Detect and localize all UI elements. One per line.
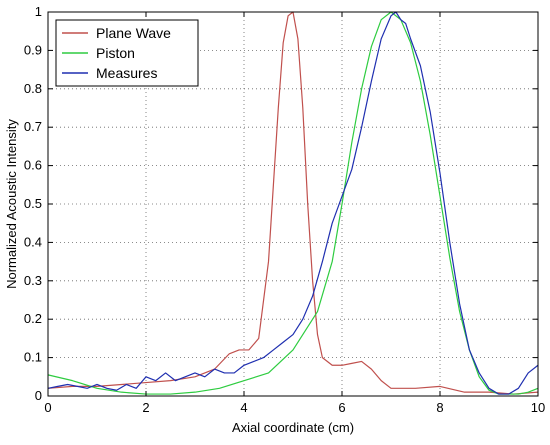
series-lines bbox=[47, 11, 539, 395]
x-tick-label: 10 bbox=[531, 400, 545, 415]
legend: Plane Wave Piston Measures bbox=[55, 19, 199, 87]
y-tick-label: 0.9 bbox=[24, 42, 42, 57]
x-tick-label: 2 bbox=[142, 400, 149, 415]
y-tick-label: 0.2 bbox=[24, 311, 42, 326]
x-tick-label: 4 bbox=[240, 400, 247, 415]
axis-ticks: 0 2 4 6 8 10 0 0.1 0.2 0.3 0.4 0.5 0.6 0.7 0.8 0.9 1 bbox=[24, 4, 545, 415]
series-line-plane-wave bbox=[47, 11, 539, 395]
grid-lines bbox=[48, 12, 538, 396]
y-tick-label: 0.7 bbox=[24, 119, 42, 134]
y-tick-label: 0.8 bbox=[24, 81, 42, 96]
y-axis-label: Normalized Acoustic Intensity bbox=[4, 119, 19, 289]
series-line-measures bbox=[47, 11, 539, 395]
y-tick-label: 0.6 bbox=[24, 158, 42, 173]
series-line-piston bbox=[47, 11, 539, 395]
legend-label: Plane Wave bbox=[96, 25, 171, 41]
x-axis-label: Axial coordinate (cm) bbox=[232, 420, 354, 435]
x-tick-label: 8 bbox=[436, 400, 443, 415]
legend-label: Measures bbox=[96, 65, 157, 81]
y-tick-label: 0.3 bbox=[24, 273, 42, 288]
y-tick-label: 0 bbox=[35, 388, 42, 403]
x-tick-label: 6 bbox=[338, 400, 345, 415]
y-tick-label: 0.4 bbox=[24, 234, 42, 249]
y-tick-label: 0.1 bbox=[24, 350, 42, 365]
x-tick-label: 0 bbox=[44, 400, 51, 415]
legend-label: Piston bbox=[96, 45, 135, 61]
y-tick-label: 1 bbox=[35, 4, 42, 19]
y-tick-label: 0.5 bbox=[24, 196, 42, 211]
